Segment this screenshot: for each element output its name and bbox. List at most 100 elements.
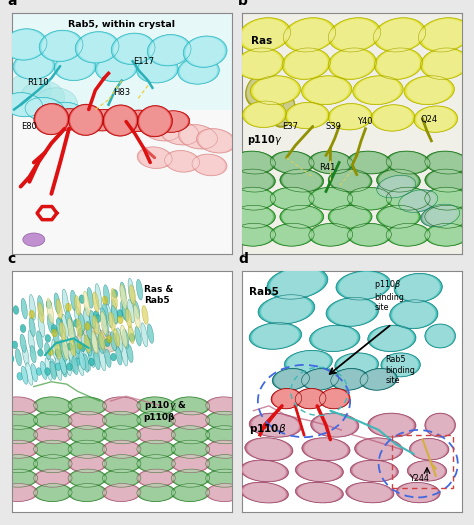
Ellipse shape — [347, 223, 392, 246]
Ellipse shape — [13, 53, 55, 79]
Ellipse shape — [34, 426, 72, 444]
Ellipse shape — [0, 426, 36, 444]
Ellipse shape — [56, 55, 94, 80]
Ellipse shape — [420, 204, 460, 227]
Ellipse shape — [233, 206, 274, 228]
Text: H83: H83 — [113, 88, 130, 97]
Ellipse shape — [420, 18, 469, 51]
Text: R110: R110 — [27, 78, 49, 87]
Ellipse shape — [139, 148, 171, 168]
Ellipse shape — [0, 484, 36, 501]
Ellipse shape — [139, 107, 170, 135]
Ellipse shape — [408, 461, 447, 481]
Ellipse shape — [26, 98, 64, 121]
Ellipse shape — [93, 292, 99, 312]
Ellipse shape — [0, 426, 37, 444]
Ellipse shape — [76, 327, 101, 345]
Ellipse shape — [70, 397, 105, 414]
Ellipse shape — [192, 154, 227, 176]
Ellipse shape — [242, 19, 287, 50]
Ellipse shape — [77, 33, 117, 62]
Ellipse shape — [105, 441, 138, 457]
Ellipse shape — [348, 224, 390, 246]
Ellipse shape — [378, 206, 419, 228]
Ellipse shape — [67, 343, 73, 350]
Ellipse shape — [386, 223, 430, 246]
Ellipse shape — [246, 75, 274, 106]
Ellipse shape — [173, 441, 207, 457]
Ellipse shape — [69, 412, 106, 429]
Ellipse shape — [1, 412, 35, 428]
Ellipse shape — [103, 426, 140, 444]
Text: Q24: Q24 — [420, 114, 438, 123]
Ellipse shape — [180, 125, 216, 148]
Ellipse shape — [100, 311, 107, 335]
Ellipse shape — [388, 152, 428, 173]
Ellipse shape — [138, 484, 174, 501]
Ellipse shape — [207, 426, 243, 444]
Ellipse shape — [233, 187, 274, 209]
Ellipse shape — [102, 296, 108, 304]
Ellipse shape — [355, 438, 402, 460]
Ellipse shape — [252, 76, 300, 104]
Ellipse shape — [329, 170, 371, 192]
Ellipse shape — [425, 187, 469, 210]
Ellipse shape — [103, 484, 140, 501]
Ellipse shape — [137, 279, 143, 300]
Ellipse shape — [83, 348, 91, 371]
Ellipse shape — [419, 18, 471, 52]
Ellipse shape — [70, 469, 105, 487]
Ellipse shape — [328, 103, 372, 130]
Ellipse shape — [20, 324, 26, 332]
Ellipse shape — [310, 326, 359, 351]
Ellipse shape — [327, 298, 378, 326]
Ellipse shape — [246, 438, 292, 460]
Ellipse shape — [70, 426, 105, 443]
Ellipse shape — [262, 296, 311, 323]
Ellipse shape — [104, 484, 139, 501]
Ellipse shape — [360, 369, 397, 390]
Ellipse shape — [1, 455, 36, 472]
Ellipse shape — [35, 484, 71, 501]
Ellipse shape — [387, 187, 429, 209]
Ellipse shape — [233, 206, 274, 228]
Ellipse shape — [5, 29, 46, 59]
Ellipse shape — [138, 440, 174, 458]
Ellipse shape — [6, 93, 40, 116]
Ellipse shape — [350, 152, 389, 173]
Ellipse shape — [363, 369, 395, 390]
Ellipse shape — [207, 440, 243, 458]
Ellipse shape — [128, 278, 135, 304]
Ellipse shape — [36, 105, 67, 133]
Ellipse shape — [45, 334, 51, 342]
Ellipse shape — [0, 397, 37, 415]
Ellipse shape — [50, 361, 56, 380]
Ellipse shape — [180, 59, 217, 83]
Ellipse shape — [328, 205, 372, 228]
Ellipse shape — [415, 106, 456, 132]
Ellipse shape — [172, 397, 209, 415]
Ellipse shape — [428, 152, 466, 173]
Ellipse shape — [374, 18, 425, 51]
Ellipse shape — [103, 105, 137, 136]
Ellipse shape — [383, 354, 418, 376]
Ellipse shape — [426, 206, 468, 228]
Ellipse shape — [139, 441, 173, 457]
Ellipse shape — [69, 484, 106, 501]
Ellipse shape — [98, 56, 135, 81]
Ellipse shape — [207, 440, 243, 458]
Ellipse shape — [197, 129, 236, 153]
Ellipse shape — [173, 397, 208, 414]
Ellipse shape — [284, 49, 328, 79]
Ellipse shape — [0, 455, 36, 472]
Ellipse shape — [179, 58, 219, 84]
Ellipse shape — [55, 55, 95, 80]
Ellipse shape — [103, 440, 140, 458]
Ellipse shape — [0, 412, 37, 429]
Ellipse shape — [166, 151, 198, 172]
Ellipse shape — [387, 151, 429, 174]
Ellipse shape — [303, 77, 350, 104]
Ellipse shape — [423, 49, 465, 78]
Ellipse shape — [427, 325, 454, 347]
Ellipse shape — [137, 397, 175, 415]
